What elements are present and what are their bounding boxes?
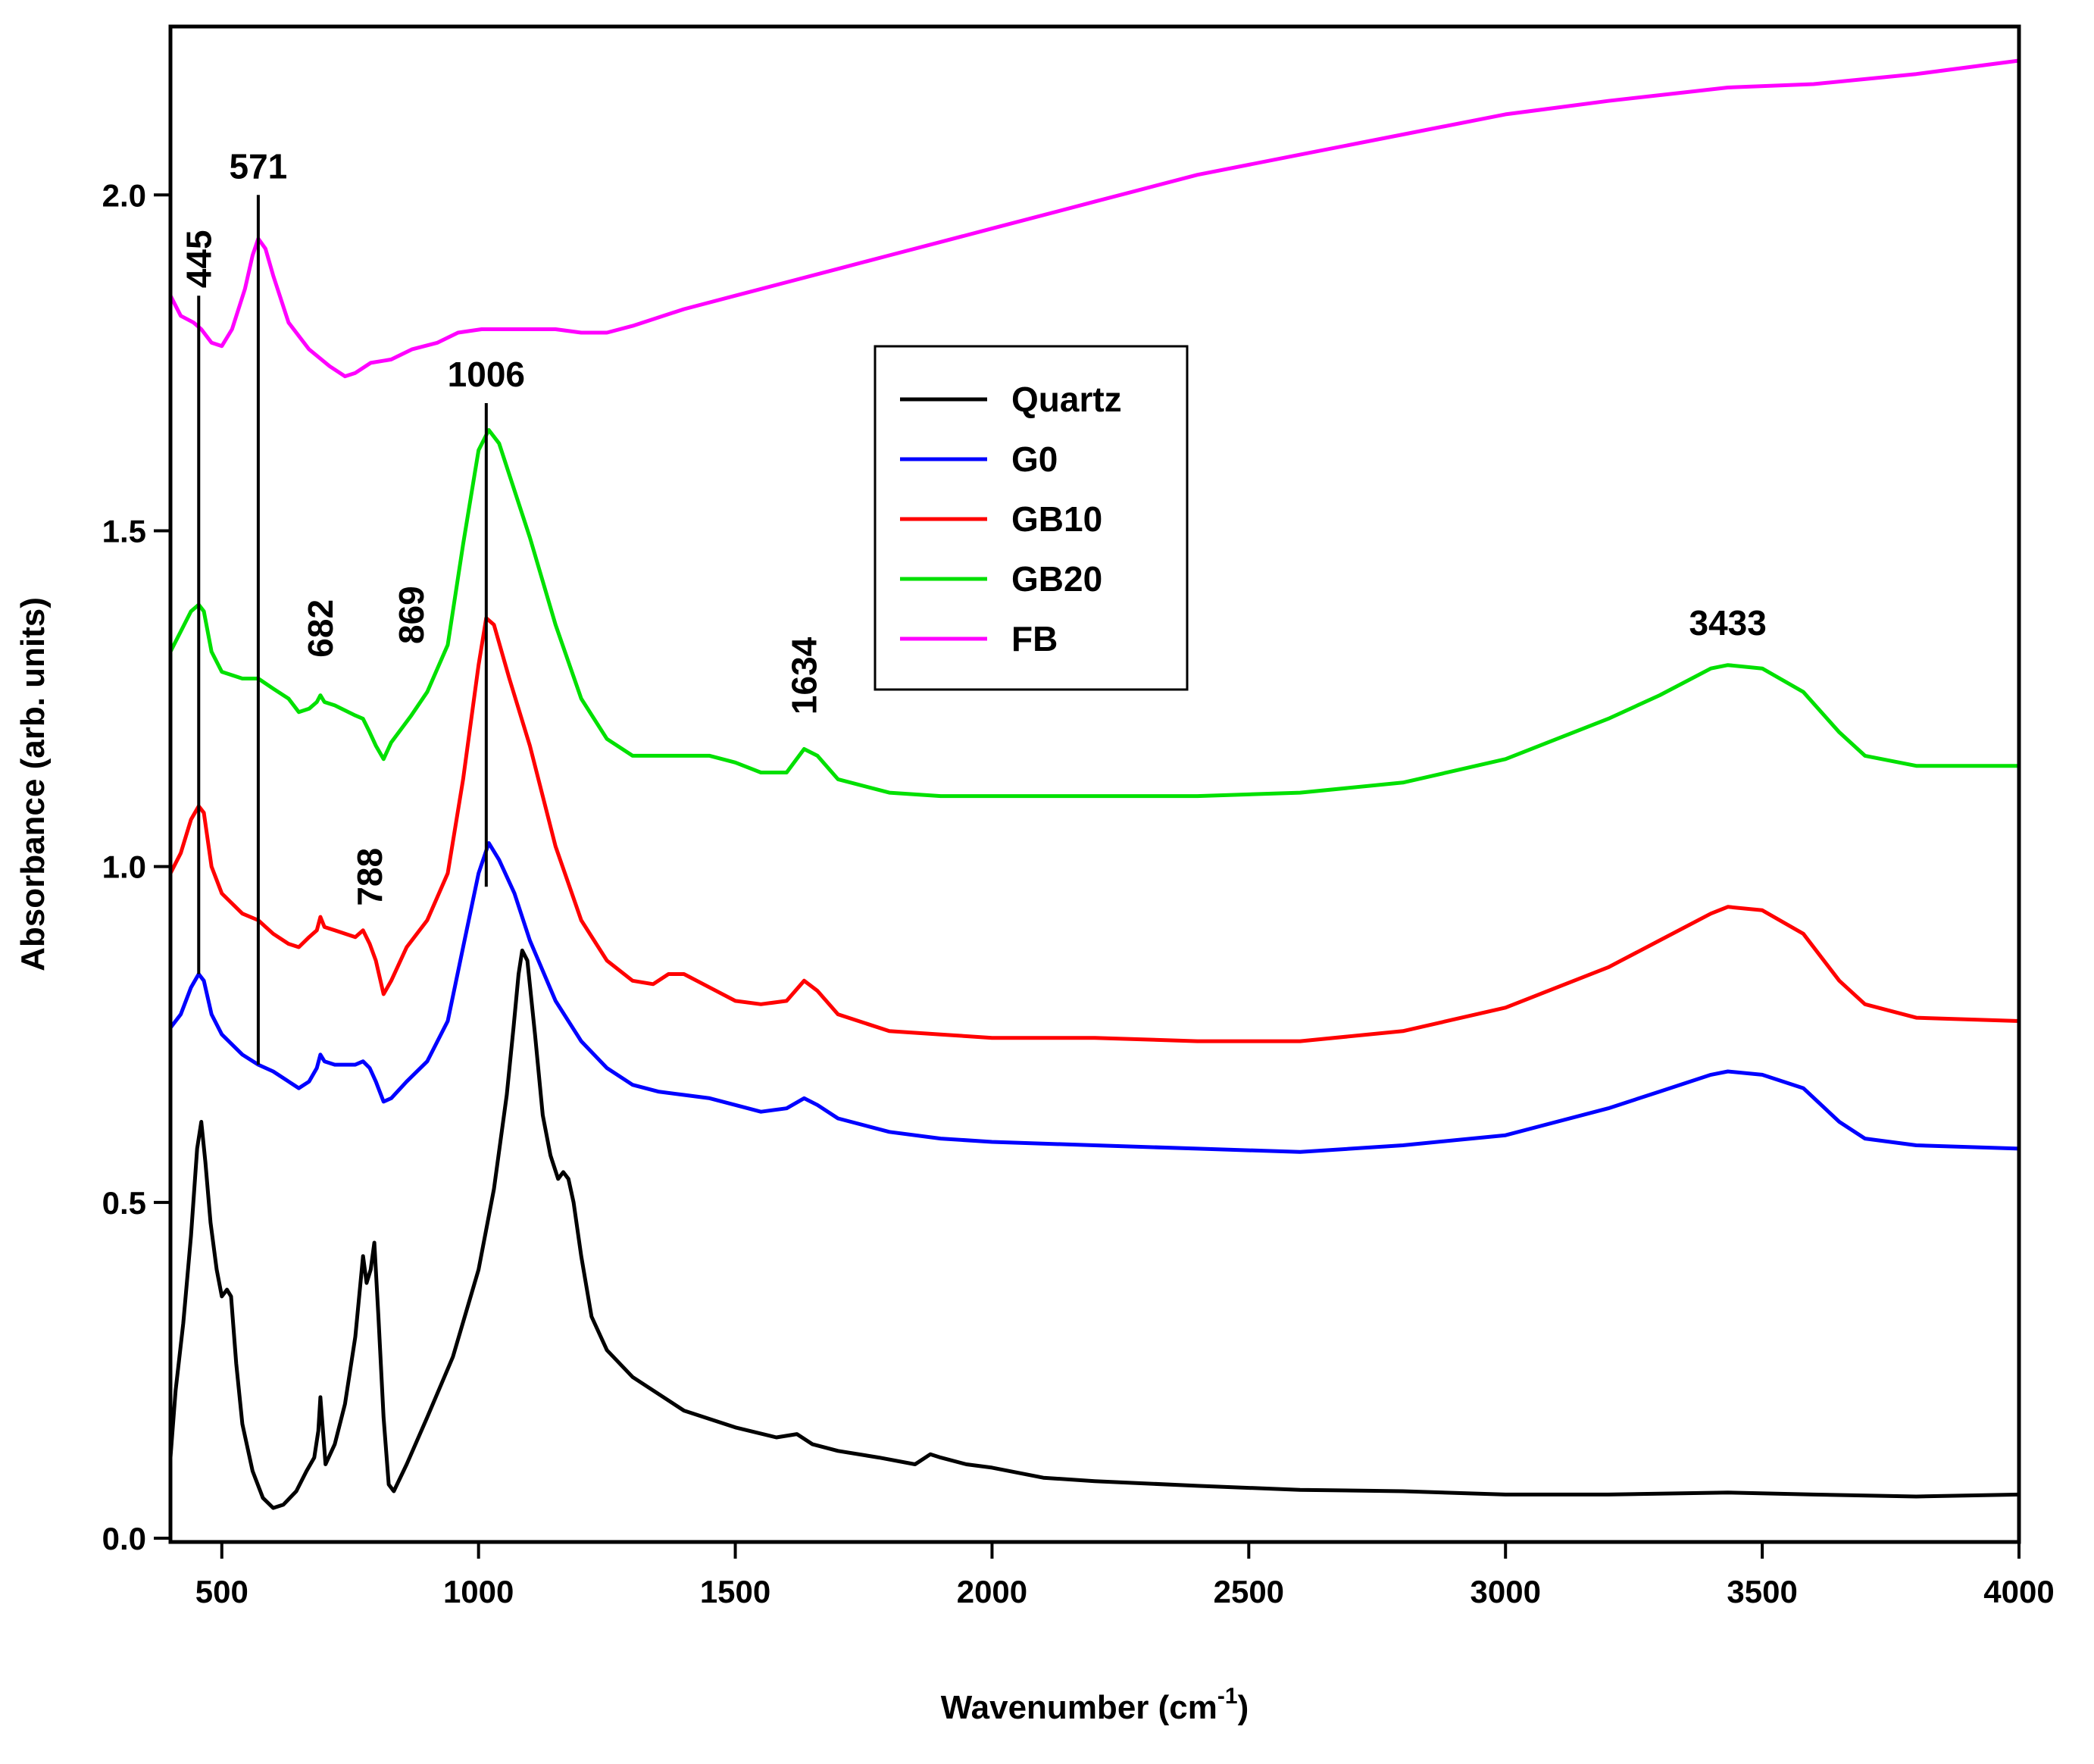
annotation-layer: 445 571 1006 682 869 788 1634 3433 — [179, 146, 1767, 1065]
y-axis-title: Absorbance (arb. units) — [14, 597, 52, 971]
legend-label-gb10: GB10 — [1011, 499, 1102, 539]
x-tick-label-1500: 1500 — [700, 1574, 770, 1609]
peak-label-445: 445 — [179, 230, 218, 288]
peak-label-788: 788 — [350, 848, 389, 906]
x-tick-label-3000: 3000 — [1470, 1574, 1541, 1609]
y-tick-label-1.5: 1.5 — [102, 513, 146, 549]
x-axis-title-superscript: -1 — [1217, 1684, 1238, 1709]
legend-entries: Quartz G0 GB10 GB20 FB — [900, 380, 1122, 658]
x-tick-label-2000: 2000 — [957, 1574, 1027, 1609]
x-tick-label-2500: 2500 — [1214, 1574, 1284, 1609]
series-line-quartz — [168, 948, 2020, 1510]
series-line-g0 — [169, 841, 2020, 1154]
series-line-gb10 — [168, 616, 2020, 1043]
y-tick-label-0.5: 0.5 — [102, 1185, 146, 1221]
series-line-gb20 — [168, 428, 2019, 799]
legend-label-gb20: GB20 — [1011, 559, 1102, 599]
legend-label-quartz: Quartz — [1011, 380, 1122, 419]
legend-label-fb: FB — [1011, 619, 1058, 658]
legend-label-g0: G0 — [1011, 439, 1058, 479]
x-tick-label-3500: 3500 — [1727, 1574, 1797, 1609]
plot-frame — [168, 24, 2021, 1544]
peak-label-869: 869 — [392, 586, 431, 644]
x-tick-label-500: 500 — [195, 1574, 248, 1609]
x-tick-label-4000: 4000 — [1983, 1574, 2054, 1609]
peak-label-1006: 1006 — [448, 355, 525, 394]
legend: Quartz G0 GB10 GB20 FB — [874, 345, 1189, 691]
peak-label-571: 571 — [230, 146, 288, 186]
peak-label-1634: 1634 — [784, 636, 824, 715]
peak-label-682: 682 — [301, 599, 340, 658]
series-layer — [168, 58, 2020, 1510]
y-tick-label-2.0: 2.0 — [102, 177, 146, 213]
axis-layer: 500 1000 1500 2000 2500 3000 3500 4000 0.0 0.5 1.0… — [102, 177, 2055, 1609]
x-axis-title-close: ) — [1238, 1689, 1249, 1726]
x-axis-title: Wavenumber (cm-1) — [941, 1684, 1249, 1726]
series-line-fb — [168, 58, 2020, 379]
x-axis-title-main: Wavenumber (cm — [941, 1689, 1217, 1726]
y-tick-label-1.0: 1.0 — [102, 849, 146, 885]
y-tick-label-0.0: 0.0 — [102, 1521, 146, 1556]
x-tick-label-1000: 1000 — [443, 1574, 514, 1609]
peak-label-3433: 3433 — [1689, 603, 1767, 643]
